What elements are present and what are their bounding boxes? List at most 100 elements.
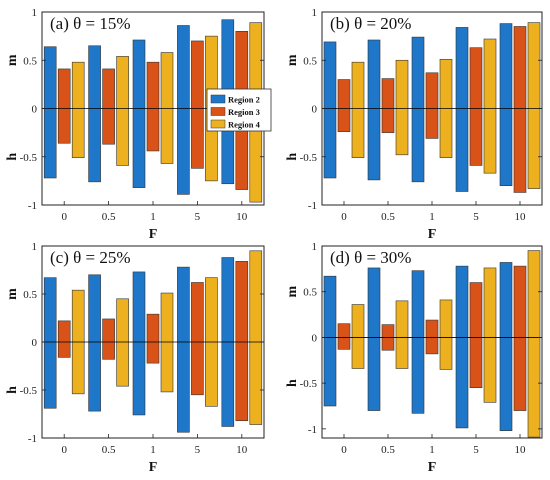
bar-region-2-1 [411,36,425,183]
x-tick-label: 5 [195,211,201,223]
bar-region-3-0 [337,79,351,132]
bar-region-4-5 [483,38,497,174]
y-tick-label: 1 [312,241,318,253]
x-tick-label: 1 [150,444,156,456]
x-axis-label: F [428,460,437,475]
bar-region-3-1 [146,61,160,152]
legend-swatch-3 [210,107,226,116]
x-axis-label: F [149,227,158,242]
y-tick-label: 1 [312,7,318,19]
bar-region-2-5 [455,27,469,192]
bar-region-2-0 [43,46,57,179]
y-axis-label-h: h [5,153,20,161]
y-tick-label: 0.5 [303,55,317,67]
bar-region-3-1 [146,313,160,364]
bar-region-2-5 [177,25,190,195]
bar-region-3-5 [191,40,204,169]
y-tick-label: -1 [308,424,317,436]
x-tick-label: 0 [61,444,67,456]
x-tick-label: 1 [429,444,435,456]
panel-title: (d) θ = 30% [330,248,411,267]
x-axis-label: F [149,460,158,475]
bar-region-4-0.5 [395,300,409,369]
bar-region-4-1 [160,292,174,393]
x-tick-label: 0.5 [102,211,116,223]
x-tick-label: 5 [195,444,201,456]
bar-region-2-0.5 [88,45,101,183]
y-tick-label: 0.5 [303,287,317,299]
x-axis-label: F [428,227,437,242]
x-tick-label: 0.5 [102,444,116,456]
bar-region-2-10 [499,262,513,431]
bar-region-3-10 [513,26,527,193]
y-tick-label: 0.5 [23,55,37,67]
bar-region-3-5 [469,282,483,389]
bar-region-4-0.5 [116,298,129,387]
x-tick-label: 0 [61,211,67,223]
bar-region-2-0 [323,41,337,179]
y-axis-label-h: h [285,153,300,161]
x-tick-label: 0 [341,211,347,223]
y-axis-label-h: h [285,379,300,387]
y-tick-label: -0.5 [300,378,318,390]
x-tick-label: 10 [515,211,527,223]
y-tick-label: -0.5 [300,152,318,164]
x-tick-label: 5 [473,444,479,456]
bar-region-3-5 [469,47,483,166]
panel-title: (c) θ = 25% [50,248,131,267]
bar-region-2-1 [411,270,425,414]
y-axis-label-m: m [285,54,300,66]
panel-title: (a) θ = 15% [50,14,131,33]
bar-region-3-0 [57,68,71,144]
x-tick-label: 0 [341,444,347,456]
legend-label-4: Region 4 [228,120,261,130]
panel-c: 1 0.5 0 -0.5 -1 0 0.5 1 5 10 Fm h (c) θ = 25% [5,241,265,475]
panel-a: 1 0.5 0 -0.5 -1 0 0.5 1 5 10 Fm h (a) θ = 15% [5,7,265,242]
legend-swatch-2 [210,94,226,104]
x-tick-label: 1 [150,211,156,223]
bar-region-3-0 [337,323,351,350]
bar-region-4-1 [439,299,453,370]
y-axis-label-m: m [285,286,300,298]
x-tick-label: 0.5 [381,211,395,223]
bar-region-4-10 [527,250,541,438]
bar-region-2-0 [43,277,57,409]
y-axis-label-h: h [5,386,20,394]
panel-d: 1 0.5 0 -0.5 -1 0 0.5 1 5 10 Fm h (d) θ = 30% [285,241,543,475]
bar-region-3-0.5 [381,78,395,133]
bar-region-4-0 [351,304,365,369]
y-tick-label: 1 [32,7,38,19]
x-tick-label: 0.5 [381,444,395,456]
bar-region-3-5 [191,282,204,396]
bar-region-4-0 [351,61,365,159]
x-tick-label: 10 [236,211,248,223]
bar-region-2-5 [455,265,469,429]
y-tick-label: -1 [28,433,37,445]
panel-title: (b) θ = 20% [330,14,411,33]
y-axis-label-m: m [5,288,20,300]
bar-region-4-0.5 [116,56,129,166]
bar-region-2-0.5 [88,274,101,412]
bar-region-4-1 [160,52,174,164]
bar-region-2-0 [323,275,337,407]
bar-region-2-5 [177,266,190,433]
x-tick-label: 5 [473,211,479,223]
panel-b: 1 0.5 0 -0.5 -1 0 0.5 1 5 10 Fm h (b) θ = 20% [285,7,543,242]
y-tick-label: -0.5 [20,152,38,164]
legend-swatch-4 [210,119,226,129]
bar-region-3-0.5 [102,68,115,145]
legend: Region 2 Region 3 Region 4 [206,88,272,132]
bar-region-2-1 [132,39,146,188]
y-axis-label-m: m [5,54,20,66]
bar-region-3-0 [57,320,71,358]
y-tick-label: -1 [28,200,37,212]
y-tick-label: 0 [312,332,318,344]
y-tick-label: 0 [32,337,38,349]
y-tick-label: -1 [308,200,317,212]
x-tick-label: 10 [515,444,527,456]
bar-region-3-10 [513,265,527,411]
bar-region-3-1 [425,72,439,139]
legend-label-3: Region 3 [228,107,260,117]
x-tick-label: 10 [236,444,248,456]
bar-region-4-10 [249,250,263,425]
